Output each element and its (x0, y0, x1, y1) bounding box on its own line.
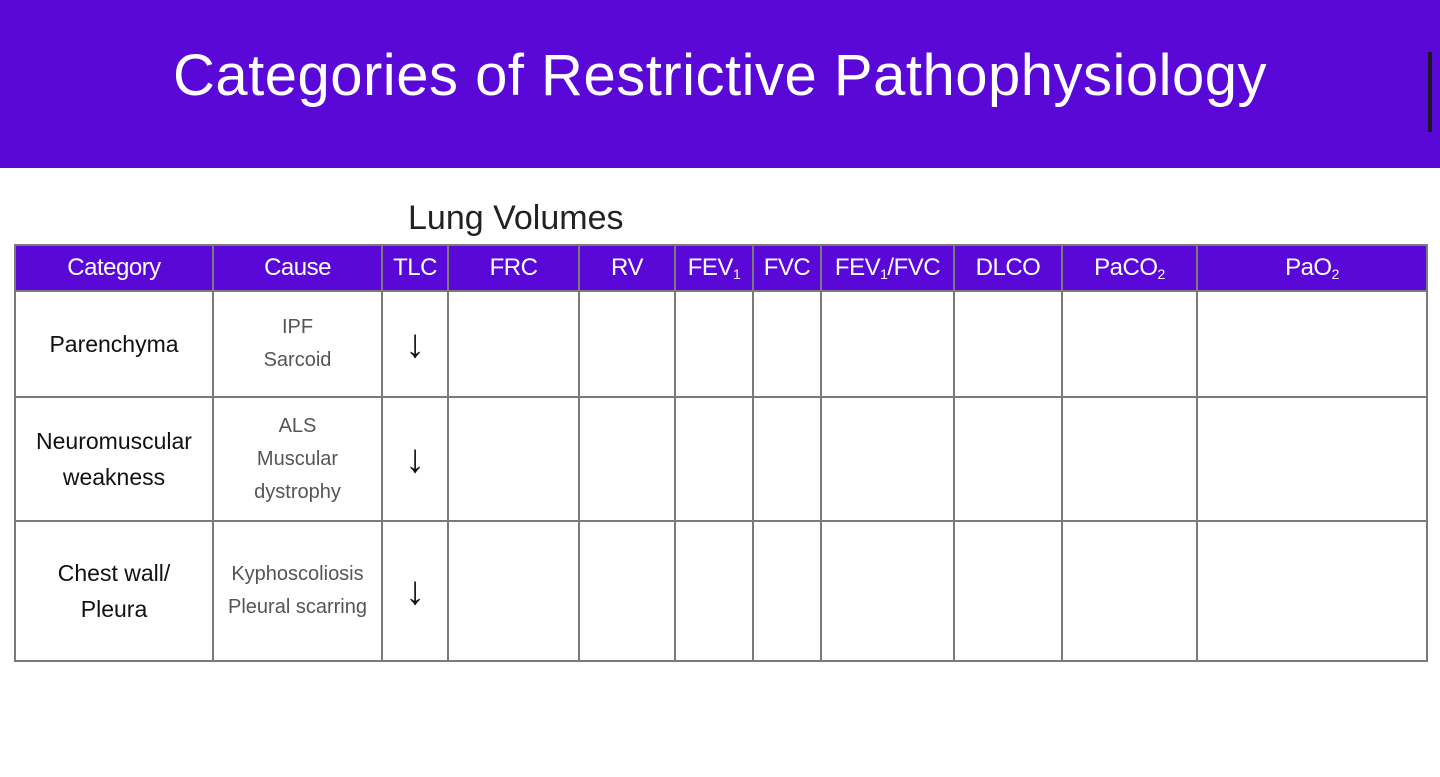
fev1-cell (674, 520, 754, 662)
pao2-cell (1196, 290, 1428, 398)
fev1-cell (674, 396, 754, 522)
header-paco2: PaCO2 (1061, 244, 1198, 292)
banner-edge-bar (1428, 52, 1432, 132)
fev1-fvc-cell (820, 396, 955, 522)
header-fev1: FEV1 (674, 244, 754, 292)
category-cell: Chest wall/ Pleura (14, 520, 214, 662)
pao2-cell (1196, 520, 1428, 662)
rv-cell (578, 290, 676, 398)
slide-title: Categories of Restrictive Pathophysiolog… (172, 43, 1268, 108)
table-row: Neuromuscular weakness ALS Muscular dyst… (14, 396, 1428, 522)
header-tlc: TLC (381, 244, 449, 292)
header-fev1-fvc: FEV1/FVC (820, 244, 955, 292)
tlc-decrease-arrow: ↓ (381, 396, 449, 522)
paco2-cell (1061, 290, 1198, 398)
category-cell: Parenchyma (14, 290, 214, 398)
tlc-decrease-arrow: ↓ (381, 520, 449, 662)
category-cell: Neuromuscular weakness (14, 396, 214, 522)
pathophysiology-table: Category Cause TLC FRC RV FEV1 FVC FEV1/… (14, 244, 1428, 662)
header-rv: RV (578, 244, 676, 292)
fev1-cell (674, 290, 754, 398)
header-cause: Cause (212, 244, 383, 292)
fvc-cell (752, 290, 822, 398)
frc-cell (447, 290, 580, 398)
paco2-cell (1061, 396, 1198, 522)
lung-volumes-label: Lung Volumes (408, 199, 624, 237)
dlco-cell (953, 396, 1063, 522)
table-header-row: Category Cause TLC FRC RV FEV1 FVC FEV1/… (14, 244, 1428, 292)
rv-cell (578, 520, 676, 662)
cause-cell: IPF Sarcoid (212, 290, 383, 398)
table-row: Parenchyma IPF Sarcoid ↓ (14, 290, 1428, 398)
fvc-cell (752, 396, 822, 522)
fev1-fvc-cell (820, 520, 955, 662)
header-dlco: DLCO (953, 244, 1063, 292)
header-fvc: FVC (752, 244, 822, 292)
cause-cell: Kyphoscoliosis Pleural scarring (212, 520, 383, 662)
fvc-cell (752, 520, 822, 662)
cause-cell: ALS Muscular dystrophy (212, 396, 383, 522)
paco2-cell (1061, 520, 1198, 662)
frc-cell (447, 520, 580, 662)
fev1-fvc-cell (820, 290, 955, 398)
table-row: Chest wall/ Pleura Kyphoscoliosis Pleura… (14, 520, 1428, 662)
title-banner: Categories of Restrictive Pathophysiolog… (0, 0, 1440, 168)
header-category: Category (14, 244, 214, 292)
header-pao2: PaO2 (1196, 244, 1428, 292)
dlco-cell (953, 520, 1063, 662)
header-frc: FRC (447, 244, 580, 292)
frc-cell (447, 396, 580, 522)
tlc-decrease-arrow: ↓ (381, 290, 449, 398)
rv-cell (578, 396, 676, 522)
dlco-cell (953, 290, 1063, 398)
pao2-cell (1196, 396, 1428, 522)
